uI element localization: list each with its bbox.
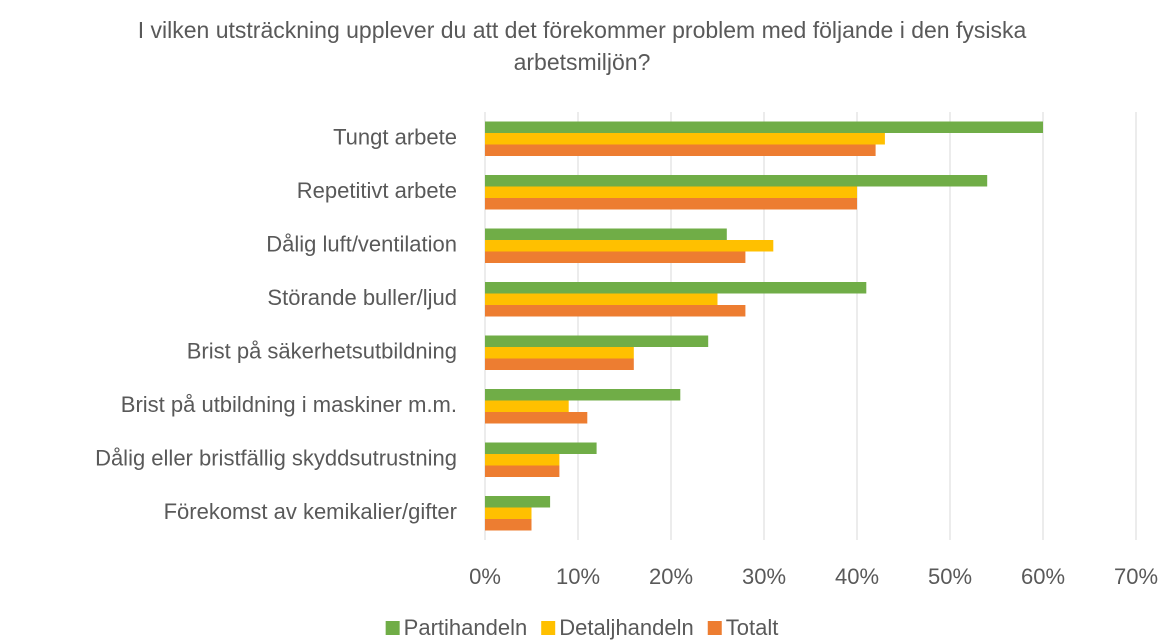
- legend-label: Partihandeln: [404, 615, 528, 640]
- y-tick-label: Dålig luft/ventilation: [266, 232, 457, 257]
- bar: [485, 293, 718, 305]
- bar: [485, 186, 857, 198]
- legend-swatch: [707, 621, 722, 635]
- y-tick-label: Störande buller/ljud: [267, 285, 457, 310]
- bar: [485, 121, 1043, 133]
- x-tick-label: 30%: [742, 564, 786, 589]
- bar: [485, 358, 634, 370]
- bar: [485, 347, 634, 359]
- legend-label: Detaljhandeln: [559, 615, 694, 640]
- bar: [485, 412, 588, 424]
- legend-swatch: [385, 621, 400, 635]
- bar: [485, 519, 532, 531]
- bar: [485, 335, 709, 347]
- y-tick-label: Tungt arbete: [333, 125, 457, 150]
- x-tick-label: 60%: [1021, 564, 1065, 589]
- y-tick-label: Repetitivt arbete: [297, 178, 457, 203]
- bar: [485, 465, 560, 477]
- y-tick-label: Brist på säkerhetsutbildning: [187, 339, 457, 364]
- bar: [485, 389, 681, 401]
- bar: [485, 251, 746, 263]
- bar: [485, 496, 551, 508]
- x-tick-label: 20%: [649, 564, 693, 589]
- bar: [485, 175, 988, 187]
- bar: [485, 240, 774, 252]
- bar: [485, 282, 867, 294]
- bar: [485, 305, 746, 317]
- y-tick-label: Förekomst av kemikalier/gifter: [164, 499, 457, 524]
- bar: [485, 133, 885, 145]
- bar: [485, 442, 597, 454]
- x-tick-label: 10%: [556, 564, 600, 589]
- x-tick-label: 40%: [835, 564, 879, 589]
- x-tick-label: 0%: [469, 564, 501, 589]
- bar: [485, 228, 727, 240]
- bar: [485, 144, 876, 156]
- y-tick-label: Dålig eller bristfällig skyddsutrustning: [95, 446, 457, 471]
- bar: [485, 400, 569, 412]
- x-tick-label: 50%: [928, 564, 972, 589]
- legend-swatch: [541, 621, 556, 635]
- bar: [485, 507, 532, 519]
- bar: [485, 198, 857, 210]
- y-tick-label: Brist på utbildning i maskiner m.m.: [121, 392, 457, 417]
- chart-title: I vilken utsträckning upplever du att de…: [137, 17, 1027, 75]
- x-tick-label: 70%: [1114, 564, 1158, 589]
- legend-label: Totalt: [726, 615, 779, 640]
- bar: [485, 454, 560, 466]
